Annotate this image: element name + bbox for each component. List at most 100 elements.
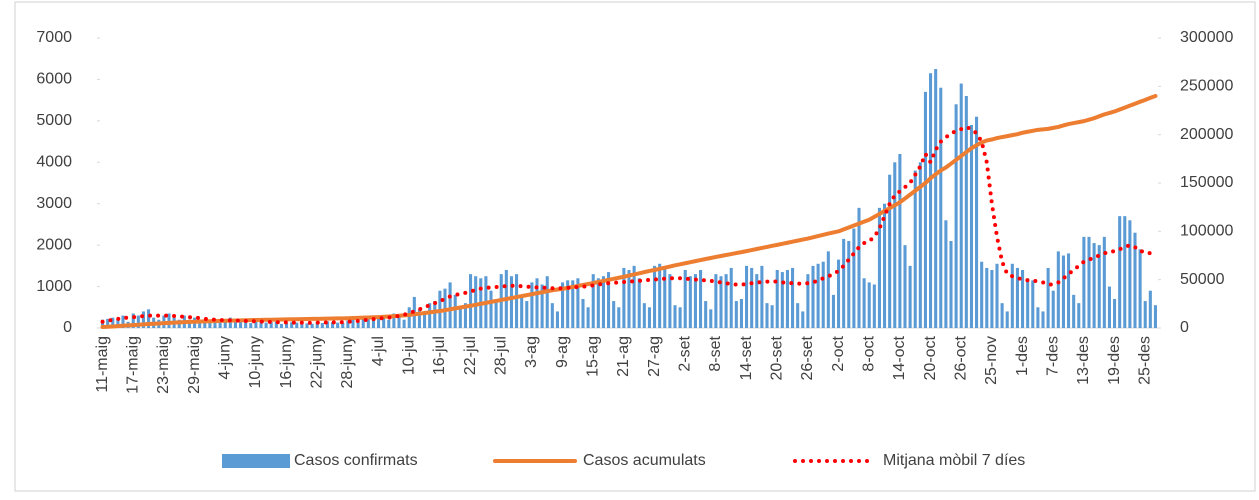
bar	[433, 301, 437, 328]
x-tick-label: 17-maig	[124, 336, 141, 394]
bar	[719, 276, 723, 328]
bar	[571, 280, 575, 328]
bar	[167, 313, 171, 328]
bar	[678, 307, 682, 328]
bar	[785, 270, 789, 328]
x-tick-label: 9-ag	[554, 336, 571, 368]
bar	[714, 274, 718, 328]
bar	[642, 303, 646, 328]
bar	[857, 207, 861, 328]
bar	[520, 294, 524, 328]
bar	[842, 238, 846, 328]
bar	[1000, 303, 1004, 328]
bar	[1153, 305, 1157, 328]
bar	[949, 241, 953, 328]
bar	[1061, 255, 1065, 328]
bar	[331, 322, 335, 328]
bar	[382, 317, 386, 328]
bar	[392, 313, 396, 328]
bar	[929, 73, 933, 328]
bar	[1046, 267, 1050, 328]
bar	[739, 299, 743, 328]
bar	[760, 265, 764, 328]
bar	[141, 311, 145, 328]
bar	[954, 104, 958, 329]
bar	[264, 322, 268, 328]
bar	[806, 274, 810, 328]
bar	[1021, 270, 1025, 328]
bar	[1113, 299, 1117, 328]
bar	[944, 220, 948, 328]
bar	[1128, 220, 1132, 328]
x-tick-label: 21-ag	[615, 336, 632, 377]
y2-tick-label: 0	[1180, 319, 1189, 336]
bar	[1026, 278, 1030, 328]
y2-tick-label: 300000	[1180, 29, 1233, 46]
x-tick-label: 16-juny	[278, 336, 295, 388]
bar	[770, 305, 774, 328]
bar	[755, 274, 759, 328]
bar	[341, 323, 345, 328]
bar	[218, 321, 222, 328]
bar	[249, 323, 253, 328]
bar	[320, 323, 324, 328]
bar	[1148, 290, 1152, 328]
x-tick-label: 2-set	[676, 335, 693, 371]
bar	[831, 294, 835, 328]
bar	[693, 274, 697, 328]
bar	[852, 228, 856, 328]
bar	[847, 241, 851, 328]
bar	[704, 301, 708, 328]
x-tick-label: 26-oct	[952, 335, 969, 380]
x-tick-label: 8-set	[707, 335, 724, 371]
bar	[898, 154, 902, 328]
bar	[366, 317, 370, 328]
x-tick-label: 19-des	[1106, 336, 1123, 385]
x-tick-label: 29-maig	[186, 336, 203, 394]
chart-border	[14, 1, 1256, 492]
bar	[469, 274, 473, 328]
y2-tick-label: 50000	[1180, 271, 1225, 288]
bar	[908, 265, 912, 328]
bar	[903, 245, 907, 328]
bar	[208, 319, 212, 328]
bar	[1067, 253, 1071, 328]
bar	[305, 323, 309, 328]
bar	[601, 276, 605, 328]
bar	[826, 251, 830, 328]
bar	[1072, 294, 1076, 328]
bar	[351, 319, 355, 328]
bar	[223, 319, 227, 328]
bar	[1005, 311, 1009, 328]
bar	[699, 270, 703, 328]
bar	[980, 261, 984, 328]
bar	[607, 272, 611, 328]
bar	[300, 321, 304, 328]
x-tick-label: 13-des	[1075, 336, 1092, 385]
y2-tick-label: 200000	[1180, 126, 1233, 143]
bar	[734, 301, 738, 328]
bar	[647, 307, 651, 328]
bar	[622, 267, 626, 328]
bar	[1015, 267, 1019, 328]
bar	[1123, 216, 1127, 328]
bar	[877, 207, 881, 328]
bar	[581, 299, 585, 328]
moving-average-line	[100, 125, 1158, 325]
bar	[101, 319, 105, 328]
x-tick-label: 10-jul	[400, 336, 417, 375]
bar	[397, 315, 401, 328]
bar	[872, 284, 876, 328]
bar	[239, 320, 243, 328]
bar	[780, 272, 784, 328]
x-tick-label: 14-oct	[891, 335, 908, 380]
bar	[530, 282, 534, 328]
bar	[1138, 249, 1142, 328]
bar	[566, 280, 570, 328]
y-tick-label: 5000	[36, 112, 72, 129]
bar	[934, 69, 938, 329]
x-tick-label: 26-set	[799, 335, 816, 380]
line	[100, 94, 1158, 330]
bar	[1051, 290, 1055, 328]
